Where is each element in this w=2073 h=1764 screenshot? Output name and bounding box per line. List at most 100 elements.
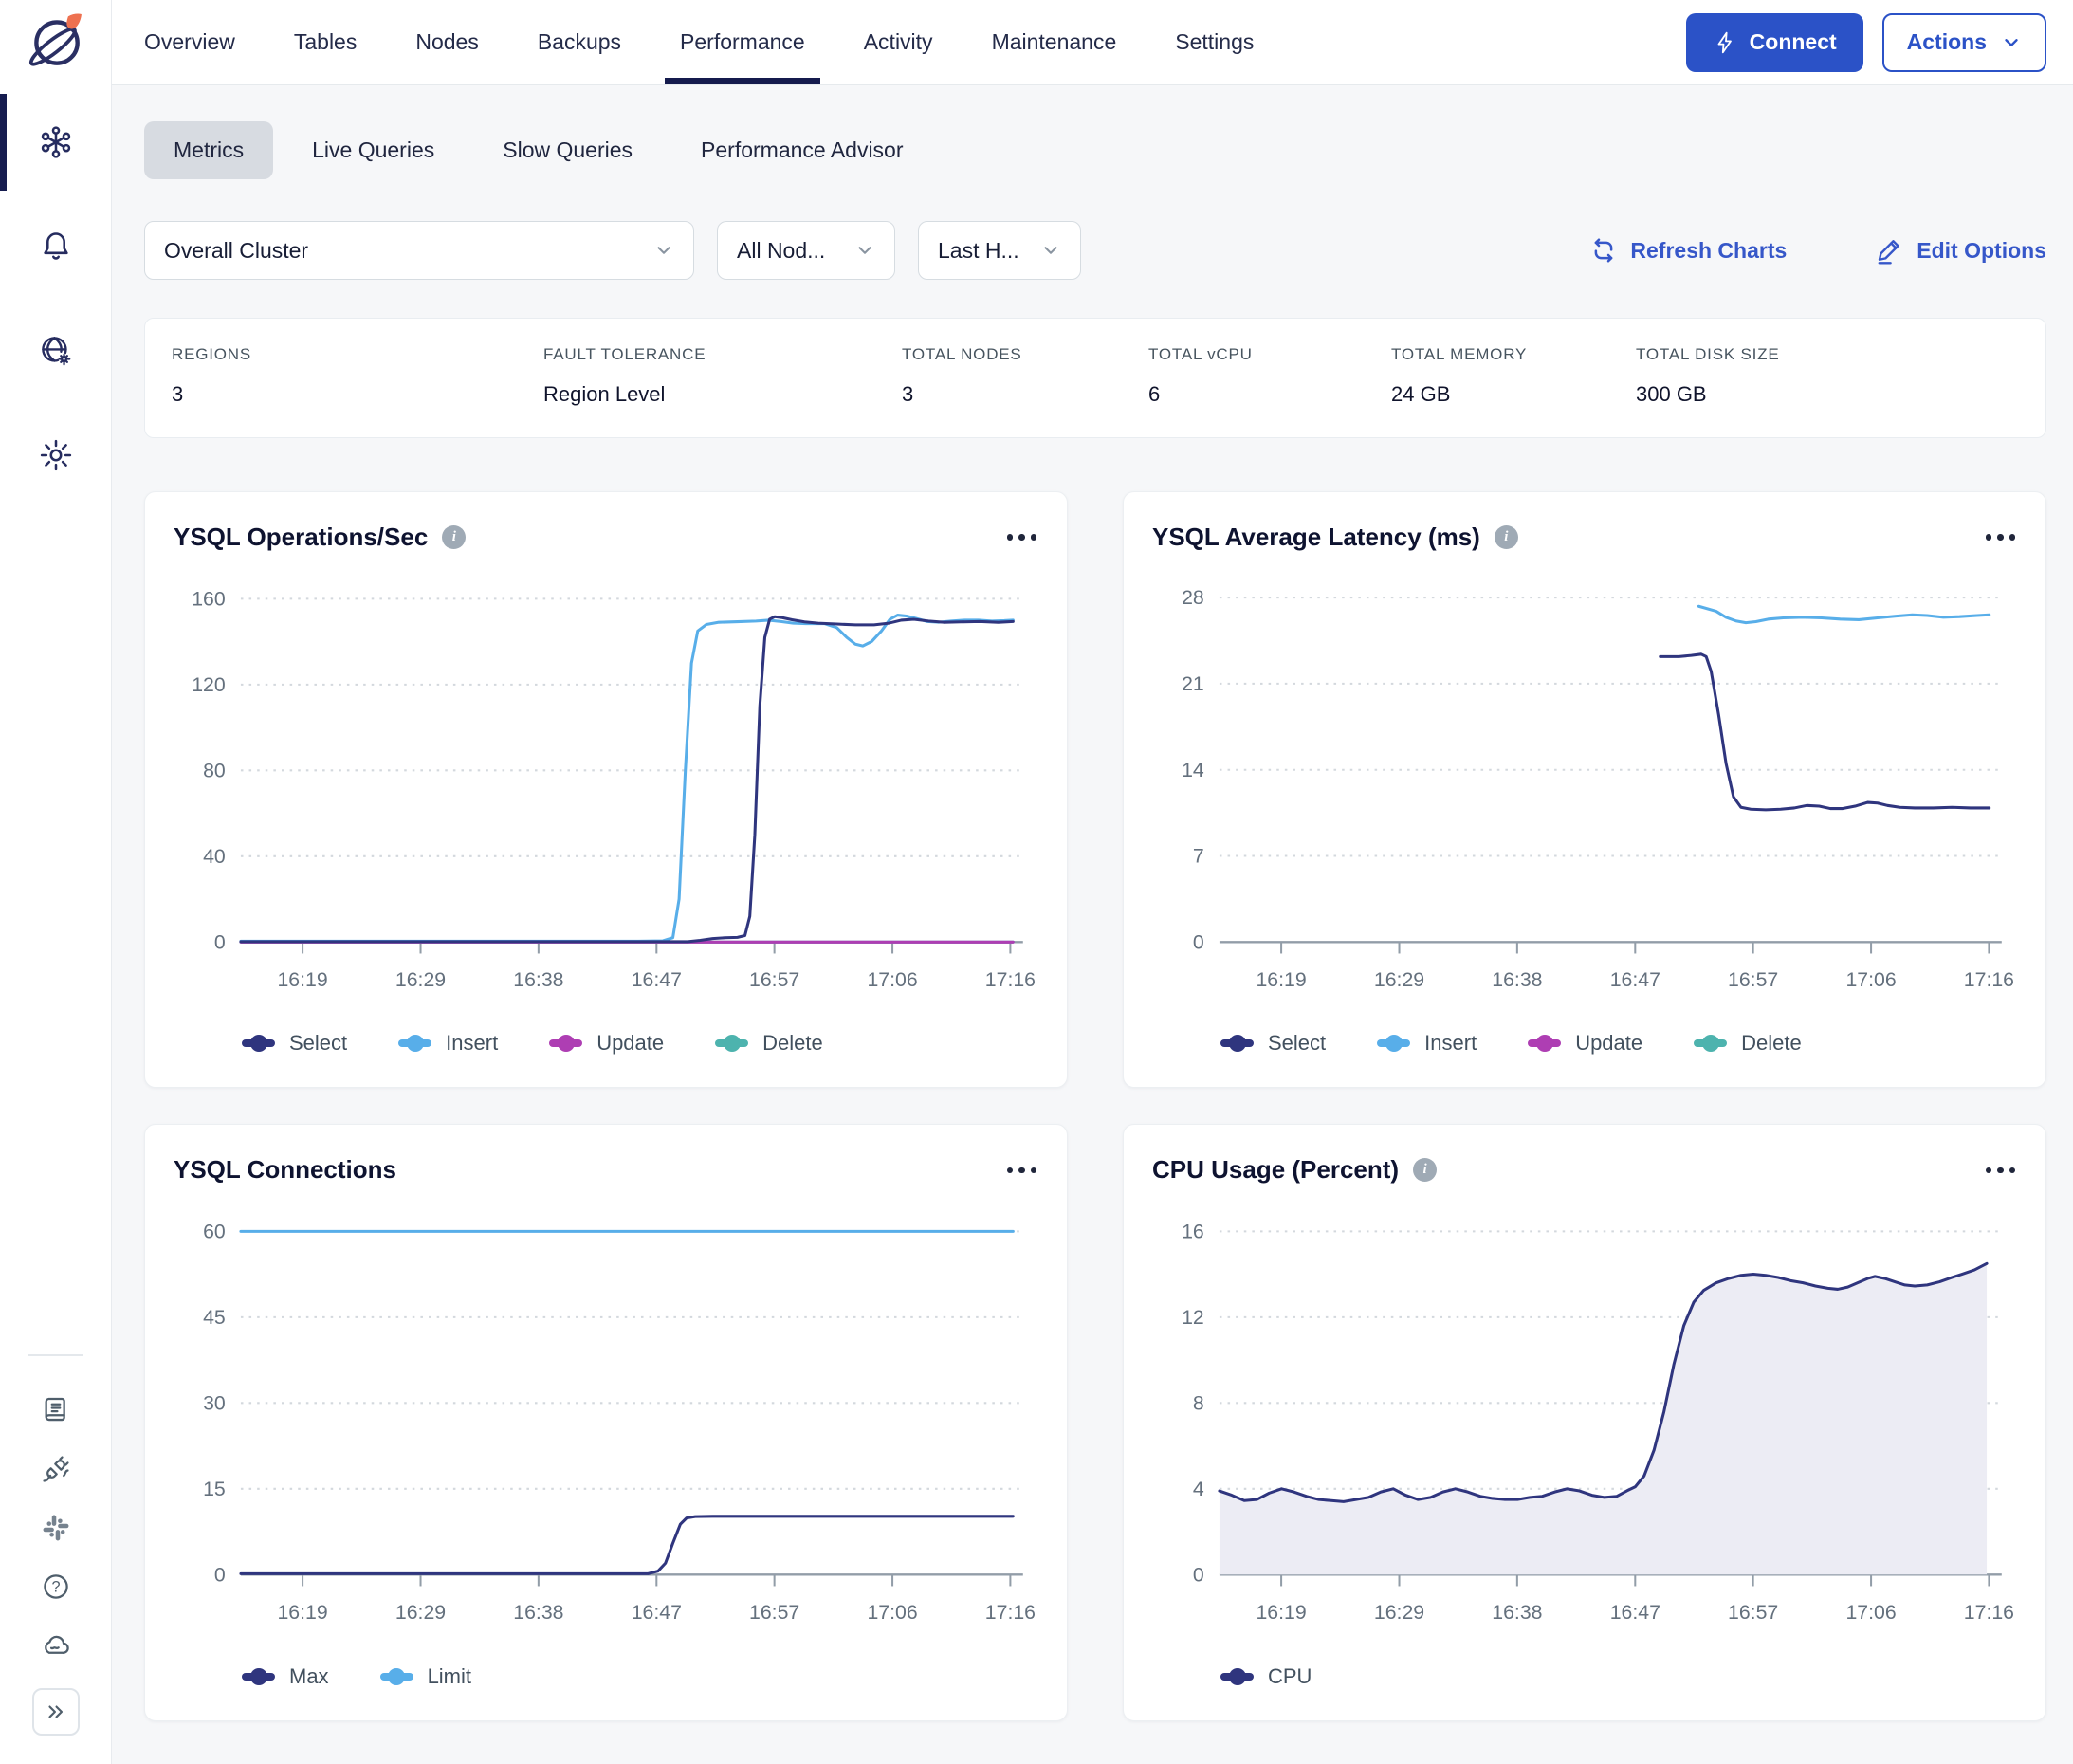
svg-text:17:16: 17:16: [1964, 1601, 2014, 1624]
edit-options-button[interactable]: Edit Options: [1876, 236, 2046, 265]
connect-button-label: Connect: [1749, 29, 1837, 54]
legend-item-insert[interactable]: Insert: [1377, 1031, 1477, 1056]
svg-text:0: 0: [1193, 930, 1204, 953]
tab-maintenance[interactable]: Maintenance: [991, 29, 1117, 54]
legend-label: Limit: [427, 1663, 472, 1688]
svg-text:14: 14: [1182, 759, 1204, 781]
legend-item-delete[interactable]: Delete: [1694, 1031, 1802, 1056]
info-icon[interactable]: i: [1494, 525, 1518, 549]
charts-grid: YSQL Operations/Sec i 0 40 80 120 160 16:19 16…: [144, 491, 2046, 1731]
tab-backups[interactable]: Backups: [537, 29, 622, 54]
svg-text:16:19: 16:19: [277, 968, 327, 991]
sidebar-item-docs[interactable]: [0, 1381, 112, 1440]
svg-text:17:06: 17:06: [1845, 968, 1896, 991]
plug-icon: [42, 1456, 69, 1482]
svg-text:16:38: 16:38: [513, 968, 563, 991]
stat-total-nodes: TOTAL NODES 3: [902, 345, 1148, 407]
svg-text:8: 8: [1193, 1392, 1204, 1415]
chart-legend: CPU: [1152, 1656, 2017, 1698]
cluster-topbar: Overview Tables Nodes Backups Performanc…: [112, 0, 2073, 85]
chart-legend: Max Limit: [174, 1656, 1038, 1698]
performance-subtabs: Metrics Live Queries Slow Queries Perfor…: [144, 121, 2046, 179]
time-range-select[interactable]: Last H...: [918, 221, 1081, 280]
tab-activity[interactable]: Activity: [863, 29, 933, 54]
actions-button[interactable]: Actions: [1881, 12, 2046, 72]
chart-menu-button[interactable]: [1984, 1160, 2018, 1182]
legend-item-max[interactable]: Max: [242, 1664, 329, 1689]
gear-icon: [40, 439, 71, 471]
svg-text:16:57: 16:57: [1728, 1601, 1778, 1624]
pencil-icon: [1878, 240, 1899, 265]
sidebar: ?: [0, 0, 112, 1764]
svg-text:15: 15: [203, 1478, 226, 1500]
sidebar-item-help[interactable]: ?: [0, 1557, 112, 1616]
chart-legend: Select Insert Update Delete: [174, 1022, 1038, 1064]
stat-label: TOTAL NODES: [902, 345, 1022, 363]
connect-button[interactable]: Connect: [1685, 12, 1863, 72]
cluster-scope-select[interactable]: Overall Cluster: [144, 221, 694, 280]
legend-item-select[interactable]: Select: [1220, 1031, 1326, 1056]
refresh-charts-label: Refresh Charts: [1630, 237, 1788, 263]
info-icon[interactable]: i: [442, 525, 467, 549]
legend-item-delete[interactable]: Delete: [715, 1031, 823, 1056]
sidebar-item-settings[interactable]: [0, 403, 112, 507]
chevron-down-icon: [657, 247, 670, 254]
ysql-latency-chart[interactable]: 0 7 14 21 28 16:19 16:29 16:38 16:47 16:57 17:06 17…: [1152, 560, 2017, 1011]
legend-item-cpu[interactable]: CPU: [1220, 1664, 1312, 1689]
chart-menu-button[interactable]: [1005, 526, 1039, 548]
sidebar-item-integrations[interactable]: [0, 1440, 112, 1498]
svg-text:16:19: 16:19: [1256, 1601, 1306, 1624]
slack-icon: [43, 1515, 68, 1541]
sidebar-item-clusters[interactable]: [0, 90, 112, 194]
legend-label: Insert: [1424, 1031, 1477, 1056]
legend-marker: [242, 1035, 275, 1053]
sidebar-item-slack[interactable]: [0, 1498, 112, 1557]
info-icon[interactable]: i: [1413, 1158, 1438, 1183]
svg-text:4: 4: [1193, 1478, 1204, 1500]
legend-item-limit[interactable]: Limit: [379, 1663, 472, 1689]
legend-marker: [1377, 1035, 1411, 1053]
stat-label: REGIONS: [172, 345, 252, 363]
yugabyte-logo[interactable]: [25, 0, 87, 90]
chart-title: YSQL Connections: [174, 1155, 396, 1185]
chart-title: YSQL Operations/Sec: [174, 523, 429, 551]
legend-item-update[interactable]: Update: [1528, 1031, 1642, 1056]
svg-text:0: 0: [214, 1564, 226, 1587]
metrics-filterbar: Overall Cluster All Nod... Last H... Ref…: [144, 221, 2046, 280]
tab-nodes[interactable]: Nodes: [415, 29, 479, 54]
subtab-live-queries[interactable]: Live Queries: [312, 138, 435, 162]
sidebar-item-network[interactable]: [0, 299, 112, 403]
bell-icon: [43, 232, 68, 260]
legend-item-select[interactable]: Select: [242, 1031, 347, 1056]
lightning-bolt-icon: [1717, 31, 1732, 53]
expand-sidebar-button[interactable]: [31, 1688, 80, 1736]
legend-marker: [379, 1667, 413, 1685]
ysql-connections-chart[interactable]: 0 15 30 45 60 16:19 16:29 16:38 16:47 16:57 17:06 1…: [174, 1192, 1038, 1644]
subtab-performance-advisor[interactable]: Performance Advisor: [701, 138, 904, 162]
tab-overview[interactable]: Overview: [144, 29, 235, 54]
tab-tables[interactable]: Tables: [293, 29, 358, 54]
legend-item-insert[interactable]: Insert: [398, 1031, 498, 1056]
svg-text:16:47: 16:47: [1610, 1601, 1660, 1624]
double-chevron-right-icon: [47, 1705, 63, 1718]
chart-menu-button[interactable]: [1005, 1160, 1039, 1182]
chart-card-ysql-connections: YSQL Connections 0 15 30 45 60 16:19 16:29 16:3…: [144, 1124, 1068, 1721]
stat-value: 24 GB: [1391, 382, 1451, 406]
subtab-metrics[interactable]: Metrics: [144, 121, 274, 179]
legend-item-update[interactable]: Update: [549, 1031, 664, 1056]
subtab-slow-queries[interactable]: Slow Queries: [503, 138, 633, 162]
tab-performance[interactable]: Performance: [665, 0, 820, 84]
sidebar-item-cloud-status[interactable]: [0, 1616, 112, 1675]
svg-text:16:57: 16:57: [749, 968, 799, 991]
legend-marker: [242, 1667, 275, 1685]
nodes-select[interactable]: All Nod...: [717, 221, 895, 280]
chart-card-ysql-latency: YSQL Average Latency (ms) i 0 7 14 21 28 16:1…: [1123, 491, 2046, 1089]
ysql-operations-chart[interactable]: 0 40 80 120 160 16:19 16:29 16:38 16:47 16:57 17:0…: [174, 560, 1038, 1011]
tab-settings[interactable]: Settings: [1175, 29, 1255, 54]
cpu-usage-chart[interactable]: 0 4 8 12 16 16:19 16:29 16:38 16:47 16:57 17:06 17:…: [1152, 1192, 2017, 1644]
sidebar-item-alerts[interactable]: [0, 194, 112, 299]
chart-menu-button[interactable]: [1984, 526, 2018, 548]
globe-gear-icon: [41, 337, 70, 366]
chart-title: YSQL Average Latency (ms): [1152, 523, 1480, 551]
refresh-charts-button[interactable]: Refresh Charts: [1589, 236, 1787, 265]
